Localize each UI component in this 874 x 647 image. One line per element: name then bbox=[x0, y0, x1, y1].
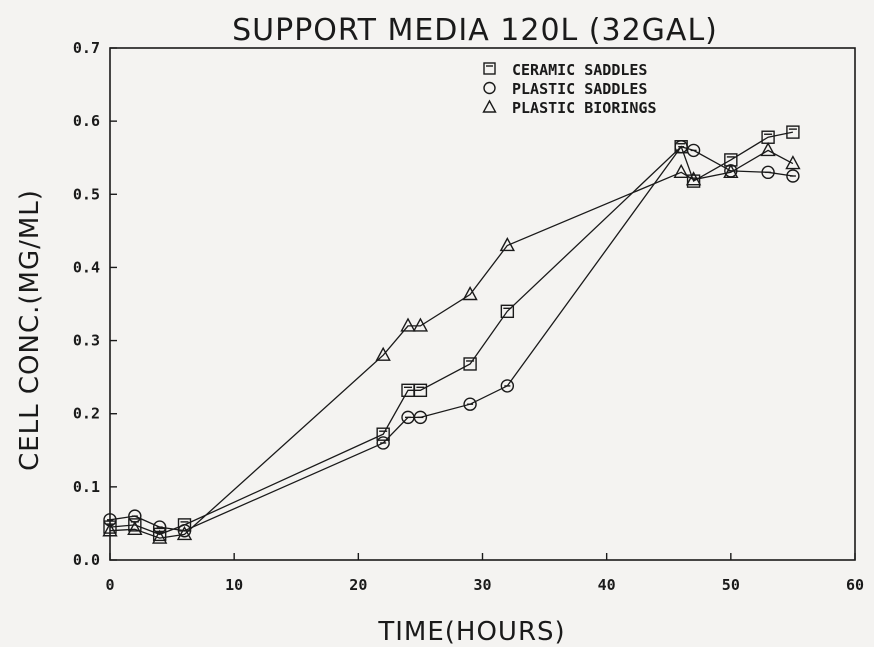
x-tick-label: 60 bbox=[846, 576, 864, 594]
data-point-circle bbox=[413, 410, 428, 425]
data-point-circle bbox=[463, 397, 477, 411]
chart-title: SUPPORT MEDIA 120L (32GAL) bbox=[232, 13, 718, 48]
legend: CERAMIC SADDLES PLASTIC SADDLES PLASTIC … bbox=[482, 61, 657, 117]
data-point-triangle bbox=[412, 317, 429, 332]
x-tick-label: 40 bbox=[598, 576, 616, 594]
legend-label-plastic-saddles: PLASTIC SADDLES bbox=[512, 80, 647, 98]
data-point-triangle bbox=[400, 317, 416, 332]
legend-item-ceramic-saddles: CERAMIC SADDLES bbox=[483, 61, 647, 79]
x-tick-label: 0 bbox=[105, 576, 114, 594]
data-point-triangle bbox=[785, 155, 801, 170]
legend-square-marker bbox=[483, 62, 496, 75]
data-point-square bbox=[376, 427, 390, 441]
series-line-plastic-biorings bbox=[109, 149, 794, 539]
legend-label-plastic-biorings: PLASTIC BIORINGS bbox=[512, 99, 657, 117]
legend-label-ceramic-saddles: CERAMIC SADDLES bbox=[512, 61, 647, 79]
data-point-square bbox=[413, 383, 428, 398]
axis-ticks: 0 10 20 30 40 50 60 0.0 0.1 0.2 0.3 0.4 0.5 0.6 0.7 bbox=[73, 39, 864, 594]
x-tick-label: 10 bbox=[225, 576, 243, 594]
data-point-circle bbox=[152, 520, 167, 534]
data-point-square bbox=[103, 520, 117, 534]
series-line-ceramic-saddles bbox=[109, 131, 794, 536]
data-point-circle bbox=[500, 379, 515, 393]
x-tick-label: 20 bbox=[349, 576, 367, 594]
data-point-circle bbox=[674, 140, 688, 154]
data-point-square bbox=[152, 527, 167, 542]
y-tick-label: 0.2 bbox=[73, 405, 100, 423]
y-tick-label: 0.3 bbox=[73, 332, 100, 350]
series-line-plastic-saddles bbox=[109, 145, 793, 532]
data-point-triangle bbox=[462, 286, 478, 301]
data-point-triangle bbox=[176, 525, 193, 541]
x-axis-label: TIME(HOURS) bbox=[377, 617, 565, 647]
x-tick-label: 30 bbox=[473, 576, 491, 594]
data-point-square bbox=[500, 304, 515, 319]
data-point-square bbox=[686, 174, 701, 188]
data-point-square bbox=[128, 518, 142, 532]
legend-item-plastic-saddles: PLASTIC SADDLES bbox=[483, 80, 647, 98]
y-tick-label: 0.0 bbox=[73, 551, 100, 569]
x-tick-label: 50 bbox=[722, 576, 740, 594]
data-point-circle bbox=[376, 436, 390, 450]
legend-triangle-marker bbox=[482, 99, 497, 113]
legend-circle-marker bbox=[483, 81, 496, 95]
data-point-circle bbox=[786, 169, 800, 183]
plot-frame bbox=[109, 47, 856, 561]
y-tick-label: 0.6 bbox=[73, 112, 100, 130]
data-point-square bbox=[786, 125, 800, 139]
series-layer bbox=[102, 125, 801, 544]
data-point-triangle bbox=[760, 141, 776, 157]
data-point-triangle bbox=[723, 163, 739, 179]
data-point-circle bbox=[761, 165, 775, 180]
data-point-triangle bbox=[102, 522, 118, 537]
data-point-triangle bbox=[685, 171, 702, 186]
y-tick-label: 0.4 bbox=[73, 258, 100, 276]
data-point-triangle bbox=[673, 163, 689, 179]
legend-item-plastic-biorings: PLASTIC BIORINGS bbox=[482, 99, 657, 117]
data-point-triangle bbox=[151, 529, 168, 544]
data-point-triangle bbox=[127, 520, 143, 535]
y-tick-label: 0.1 bbox=[73, 478, 100, 496]
data-point-circle bbox=[177, 524, 192, 538]
data-point-square bbox=[463, 357, 477, 371]
y-tick-label: 0.7 bbox=[73, 39, 100, 57]
y-tick-label: 0.5 bbox=[73, 185, 100, 203]
data-point-circle bbox=[686, 143, 701, 158]
y-axis-label: CELL CONC.(MG/ML) bbox=[15, 189, 45, 471]
data-point-triangle bbox=[499, 237, 516, 252]
data-point-triangle bbox=[375, 346, 391, 361]
data-point-circle bbox=[103, 513, 117, 527]
